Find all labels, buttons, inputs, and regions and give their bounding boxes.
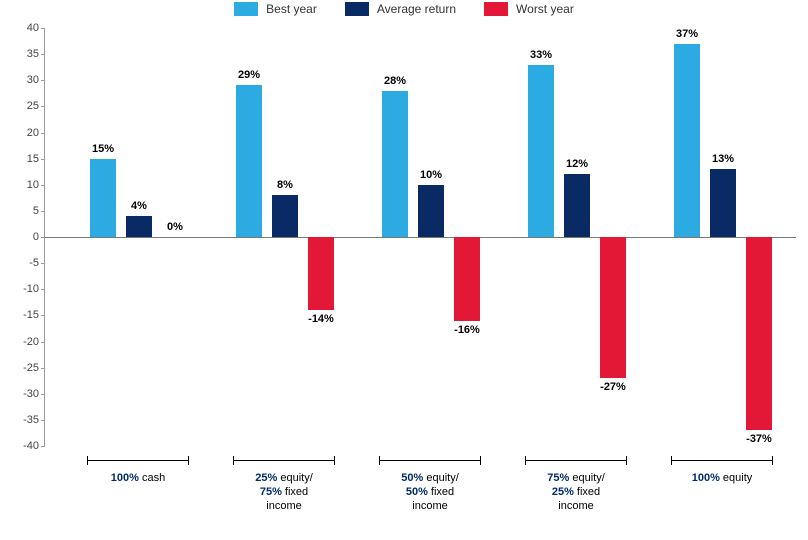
legend-swatch-worst <box>484 2 508 16</box>
y-tick-label: 10 <box>5 179 39 191</box>
bar-avg <box>710 169 736 237</box>
bar-best <box>90 159 116 237</box>
y-tick-label: -20 <box>5 336 39 348</box>
bar-value-label: 4% <box>109 200 169 212</box>
bar-value-label: 28% <box>365 75 425 87</box>
y-tick-label: 5 <box>5 205 39 217</box>
y-tick-label: 30 <box>5 74 39 86</box>
bar-best <box>382 91 408 237</box>
x-label-text: 25% equity/75% fixedincome <box>227 472 341 513</box>
y-tick-mark <box>41 368 45 369</box>
legend-item-best: Best year <box>234 2 317 16</box>
bar-avg <box>564 174 590 237</box>
legend-item-worst: Worst year <box>484 2 574 16</box>
plot-area: -40-35-30-25-20-15-10-505101520253035401… <box>44 28 796 446</box>
y-tick-mark <box>41 446 45 447</box>
legend-swatch-best <box>234 2 258 16</box>
bar-value-label: 13% <box>693 153 753 165</box>
bar-value-label: -37% <box>729 433 789 445</box>
y-tick-mark <box>41 106 45 107</box>
legend-swatch-avg <box>345 2 369 16</box>
legend: Best year Average return Worst year <box>0 2 808 16</box>
y-tick-label: -5 <box>5 257 39 269</box>
x-label-text: 50% equity/50% fixedincome <box>373 472 487 513</box>
legend-label-best: Best year <box>266 2 317 16</box>
x-group-label: 50% equity/50% fixedincome <box>373 456 487 513</box>
x-group-label: 25% equity/75% fixedincome <box>227 456 341 513</box>
y-tick-label: -10 <box>5 283 39 295</box>
y-tick-label: 20 <box>5 127 39 139</box>
bar-value-label: -27% <box>583 381 643 393</box>
y-tick-mark <box>41 315 45 316</box>
bar-worst <box>746 237 772 430</box>
bar-worst <box>454 237 480 321</box>
x-label-text: 100% cash <box>81 472 195 486</box>
bar-value-label: 33% <box>511 49 571 61</box>
y-tick-label: -35 <box>5 414 39 426</box>
y-tick-mark <box>41 54 45 55</box>
bar-value-label: 15% <box>73 143 133 155</box>
bar-value-label: -14% <box>291 313 351 325</box>
y-tick-mark <box>41 420 45 421</box>
y-tick-mark <box>41 159 45 160</box>
x-bracket <box>227 456 341 466</box>
x-bracket <box>519 456 633 466</box>
y-tick-label: -25 <box>5 362 39 374</box>
y-tick-label: 35 <box>5 48 39 60</box>
y-tick-mark <box>41 185 45 186</box>
returns-by-allocation-chart: Best year Average return Worst year -40-… <box>0 0 808 540</box>
bar-worst <box>600 237 626 378</box>
y-tick-label: -40 <box>5 440 39 452</box>
x-bracket <box>81 456 195 466</box>
bar-best <box>236 85 262 237</box>
bar-value-label: -16% <box>437 324 497 336</box>
x-group-label: 100% cash <box>81 456 195 486</box>
x-bracket <box>373 456 487 466</box>
legend-item-avg: Average return <box>345 2 456 16</box>
x-label-text: 75% equity/25% fixedincome <box>519 472 633 513</box>
x-label-text: 100% equity <box>665 472 779 486</box>
bar-value-label: 8% <box>255 179 315 191</box>
bar-value-label: 37% <box>657 28 717 40</box>
y-tick-mark <box>41 342 45 343</box>
bar-value-label: 12% <box>547 158 607 170</box>
y-tick-mark <box>41 211 45 212</box>
x-bracket <box>665 456 779 466</box>
y-tick-mark <box>41 80 45 81</box>
bar-best <box>528 65 554 237</box>
legend-label-avg: Average return <box>377 2 456 16</box>
y-tick-mark <box>41 289 45 290</box>
legend-label-worst: Worst year <box>516 2 574 16</box>
bar-value-label: 10% <box>401 169 461 181</box>
bar-avg <box>418 185 444 237</box>
bar-value-label: 29% <box>219 69 279 81</box>
bar-avg <box>272 195 298 237</box>
y-tick-label: 40 <box>5 22 39 34</box>
zero-line <box>45 237 796 238</box>
y-tick-label: 25 <box>5 100 39 112</box>
y-tick-label: 0 <box>5 231 39 243</box>
x-group-label: 75% equity/25% fixedincome <box>519 456 633 513</box>
x-group-label: 100% equity <box>665 456 779 486</box>
y-tick-mark <box>41 394 45 395</box>
y-tick-mark <box>41 263 45 264</box>
bar-best <box>674 44 700 237</box>
y-tick-mark <box>41 133 45 134</box>
bar-worst <box>308 237 334 310</box>
y-tick-label: -30 <box>5 388 39 400</box>
bar-value-label: 0% <box>145 221 205 233</box>
y-tick-label: -15 <box>5 309 39 321</box>
y-tick-mark <box>41 28 45 29</box>
y-tick-label: 15 <box>5 153 39 165</box>
